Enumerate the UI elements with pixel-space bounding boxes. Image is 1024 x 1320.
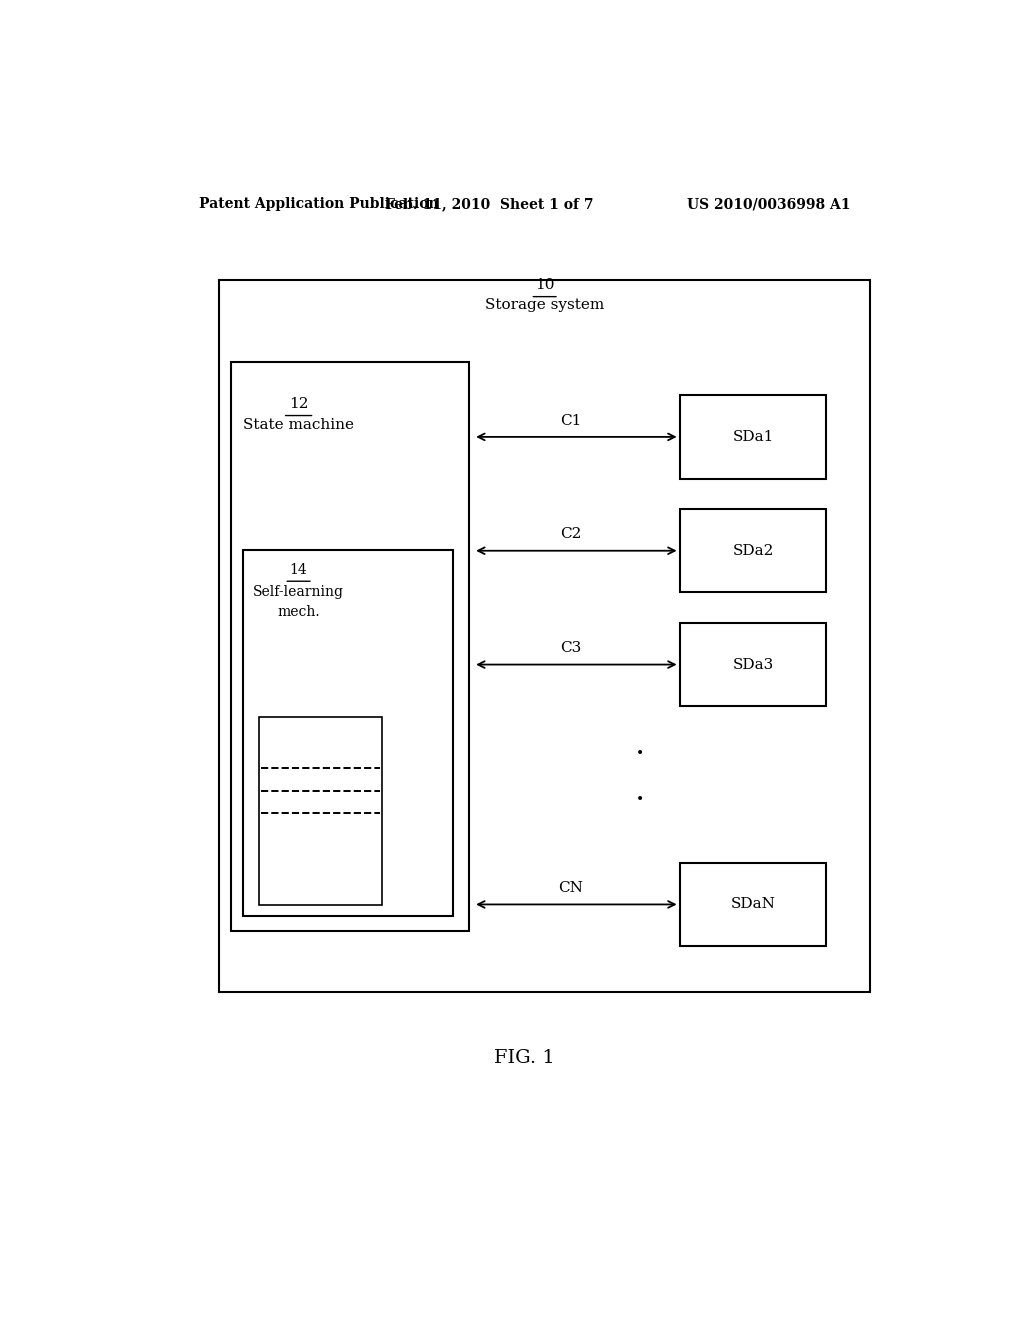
Text: SDa2: SDa2 xyxy=(732,544,774,558)
Text: •: • xyxy=(636,792,644,805)
Text: 12: 12 xyxy=(289,397,308,412)
Text: 16: 16 xyxy=(289,723,305,737)
Text: C3: C3 xyxy=(560,642,582,655)
Bar xyxy=(243,549,454,916)
Text: State machine: State machine xyxy=(243,417,354,432)
Text: mech.: mech. xyxy=(278,605,319,619)
Text: FIG. 1: FIG. 1 xyxy=(495,1049,555,1067)
Text: •: • xyxy=(636,746,644,760)
Text: Feb. 11, 2010  Sheet 1 of 7: Feb. 11, 2010 Sheet 1 of 7 xyxy=(385,197,593,211)
Text: 10: 10 xyxy=(535,279,554,293)
Text: Storage system: Storage system xyxy=(485,298,604,312)
Bar xyxy=(219,280,870,991)
Text: 14: 14 xyxy=(290,564,307,577)
Bar xyxy=(680,395,826,479)
Bar xyxy=(259,718,382,906)
Text: C1: C1 xyxy=(560,413,582,428)
Text: SDaN: SDaN xyxy=(730,898,775,911)
Text: CN: CN xyxy=(558,882,584,895)
Text: SDa1: SDa1 xyxy=(732,430,774,444)
Text: US 2010/0036998 A1: US 2010/0036998 A1 xyxy=(687,197,850,211)
Bar xyxy=(680,623,826,706)
Bar xyxy=(231,362,469,931)
Text: C2: C2 xyxy=(560,528,582,541)
Text: Patent Application Publication: Patent Application Publication xyxy=(200,197,439,211)
Bar xyxy=(680,863,826,946)
Bar xyxy=(680,510,826,593)
Text: Self-learning: Self-learning xyxy=(253,585,344,599)
Text: SDa3: SDa3 xyxy=(732,657,773,672)
